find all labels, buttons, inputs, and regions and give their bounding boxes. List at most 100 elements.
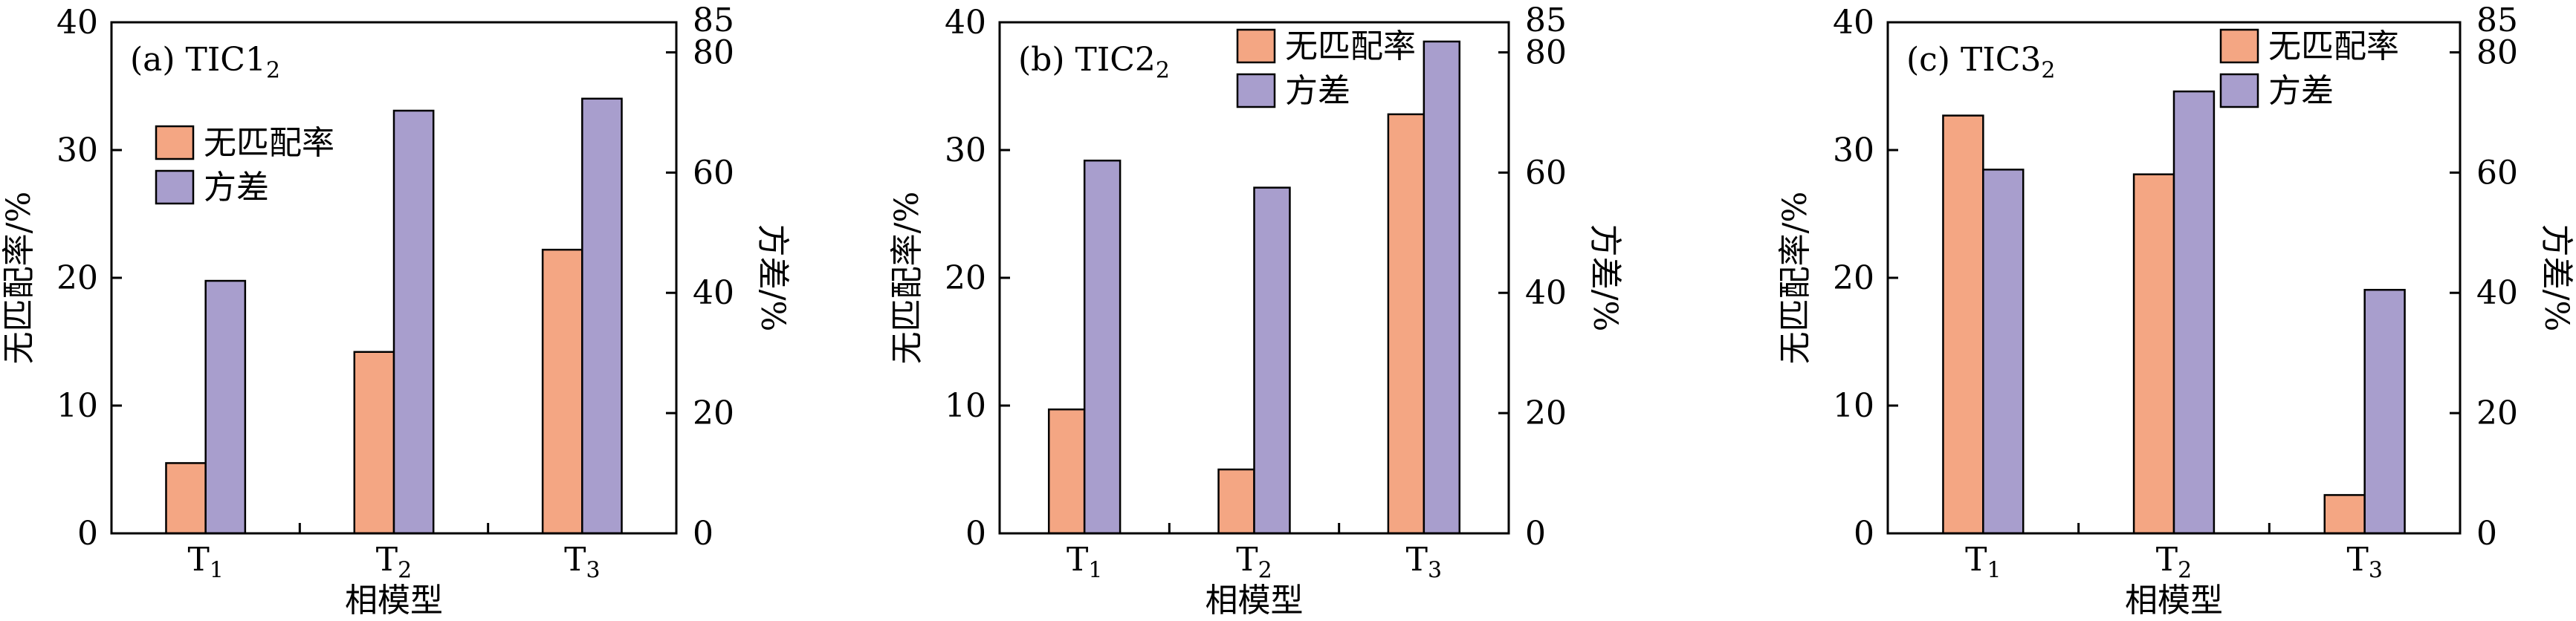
bar-variance-1 [1982, 169, 2025, 535]
label-subscript: 2 [1258, 558, 1272, 584]
y-tick-label: 30 [1833, 131, 1874, 169]
bar-variance-3 [1423, 40, 1461, 535]
y-tick-label: 20 [945, 259, 986, 297]
legend-swatch-mismatch [155, 125, 195, 160]
y-tick-label: 10 [56, 387, 98, 425]
x-tick-label: T3 [1406, 541, 1442, 584]
y2-tick-label: 40 [1525, 274, 1567, 312]
y2-tick-label: 0 [693, 515, 713, 553]
x-tick-label: T1 [1965, 541, 2001, 584]
y-tick-label: 40 [945, 4, 986, 42]
bar-mismatch-3 [1387, 113, 1425, 535]
label-subscript: 2 [398, 558, 412, 584]
legend-label: 无匹配率 [1285, 27, 1416, 65]
bar-mismatch-2 [2132, 173, 2175, 535]
y-tick-label: 30 [56, 131, 98, 169]
y2-axis-title: 方差/% [1586, 224, 1624, 332]
y2-tick-label: 80 [693, 33, 734, 71]
y-tick-label: 0 [77, 515, 98, 553]
panel-label: (c) TIC32 [1906, 41, 2055, 84]
panel-label: (b) TIC22 [1018, 41, 1170, 84]
y2-axis-title: 方差/% [754, 224, 792, 332]
label-main: (c) TIC3 [1906, 41, 2041, 79]
label-main: T [2346, 541, 2368, 579]
y-tick-label: 30 [945, 131, 986, 169]
label-subscript: 2 [1156, 58, 1170, 84]
y-tick-label: 40 [1833, 4, 1874, 42]
label-main: T [2156, 541, 2178, 579]
y2-tick-label: 40 [2476, 274, 2518, 312]
bar-mismatch-1 [165, 462, 207, 535]
y2-axis-title: 方差/% [2537, 224, 2575, 332]
label-subscript: 2 [266, 58, 280, 84]
legend-swatch-variance [2219, 73, 2259, 108]
y2-tick-label: 60 [2476, 154, 2518, 192]
legend-swatch-mismatch [1236, 28, 1276, 64]
legend-swatch-variance [155, 169, 195, 205]
y2-tick-label: 40 [693, 274, 734, 312]
y2-tick-label: 60 [693, 154, 734, 192]
bar-variance-2 [392, 109, 435, 535]
bar-mismatch-1 [1942, 114, 1984, 535]
label-main: (a) TIC1 [130, 41, 266, 79]
label-subscript: 3 [586, 558, 600, 584]
bar-mismatch-1 [1047, 408, 1086, 535]
bar-variance-3 [581, 97, 623, 535]
y2-tick-label: 0 [1525, 515, 1546, 553]
y2-tick-label: 80 [2476, 33, 2518, 71]
label-main: T [1406, 541, 1428, 579]
y2-tick-label: 20 [693, 394, 734, 432]
y-axis-title: 无匹配率/% [1776, 192, 1814, 365]
label-main: T [187, 541, 209, 579]
y2-tick-label: 85 [693, 1, 734, 39]
legend-label: 方差 [1285, 72, 1350, 110]
bar-variance-1 [204, 279, 247, 535]
label-main: T [1067, 541, 1088, 579]
bar-variance-2 [1253, 186, 1291, 535]
label-subscript: 3 [2369, 558, 2383, 584]
label-main: T [564, 541, 586, 579]
label-main: T [1965, 541, 1987, 579]
legend-label: 无匹配率 [204, 124, 334, 162]
label-subscript: 2 [2041, 58, 2055, 84]
label-subscript: 2 [2178, 558, 2192, 584]
bar-mismatch-3 [2323, 494, 2366, 535]
legend-swatch-variance [1236, 73, 1276, 108]
y2-tick-label: 20 [1525, 394, 1567, 432]
y2-tick-label: 60 [1525, 154, 1567, 192]
y-tick-label: 20 [1833, 259, 1874, 297]
label-subscript: 3 [1428, 558, 1442, 584]
legend-label: 无匹配率 [2268, 27, 2399, 65]
label-main: T [376, 541, 398, 579]
x-tick-label: T2 [2156, 541, 2192, 584]
x-tick-label: T1 [1067, 541, 1102, 584]
y-tick-label: 10 [945, 387, 986, 425]
bar-mismatch-3 [541, 248, 583, 535]
bar-variance-3 [2363, 288, 2406, 535]
legend-label: 方差 [2268, 72, 2334, 110]
x-tick-label: T2 [1236, 541, 1272, 584]
panel-label: (a) TIC12 [130, 41, 280, 84]
bar-variance-1 [1083, 159, 1122, 535]
y-tick-label: 20 [56, 259, 98, 297]
label-subscript: 1 [210, 558, 224, 584]
y-tick-label: 0 [965, 515, 986, 553]
legend-swatch-mismatch [2219, 28, 2259, 64]
y2-tick-label: 20 [2476, 394, 2518, 432]
label-subscript: 1 [1987, 558, 2001, 584]
y-tick-label: 40 [56, 4, 98, 42]
label-main: T [1236, 541, 1258, 579]
x-tick-label: T3 [2346, 541, 2382, 584]
y2-tick-label: 80 [1525, 33, 1567, 71]
x-tick-label: T2 [376, 541, 412, 584]
y-axis-title: 无匹配率/% [0, 192, 38, 365]
x-tick-label: T1 [187, 541, 223, 584]
x-axis-title: 相模型 [345, 582, 443, 620]
legend-label: 方差 [204, 169, 269, 207]
